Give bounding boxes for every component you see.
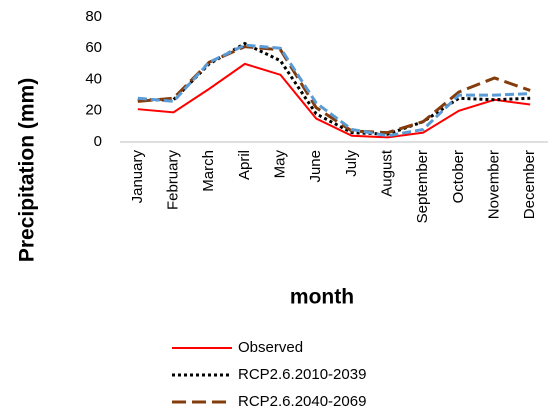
series-line — [137, 62, 531, 139]
x-tick-label: March — [200, 150, 217, 192]
y-tick-label: 40 — [85, 70, 102, 87]
y-tick-label: 60 — [85, 39, 102, 56]
legend-label: Observed — [238, 339, 303, 356]
x-tick-label: December — [521, 150, 538, 219]
legend-label: RCP2.6.2040-2069 — [238, 393, 366, 410]
x-tick-label: October — [450, 150, 467, 203]
y-tick-label: 0 — [94, 133, 102, 150]
x-axis-title: month — [290, 286, 354, 309]
x-tick-label: June — [307, 150, 324, 183]
y-axis-title: Precipitation (mm) — [16, 78, 39, 262]
series-line — [137, 43, 531, 138]
x-tick-label: February — [164, 150, 181, 211]
y-tick-label: 80 — [85, 8, 102, 25]
x-tick-label: November — [485, 150, 502, 219]
x-tick-label: September — [414, 150, 431, 223]
x-tick-label: August — [378, 149, 395, 197]
y-tick-label: 20 — [85, 102, 102, 119]
x-tick-label: July — [343, 150, 360, 177]
x-tick-label: January — [129, 150, 146, 204]
series-line — [137, 45, 531, 135]
legend-label: RCP2.6.2010-2039 — [238, 366, 366, 383]
x-tick-label: April — [236, 150, 253, 180]
x-tick-label: May — [271, 150, 288, 179]
